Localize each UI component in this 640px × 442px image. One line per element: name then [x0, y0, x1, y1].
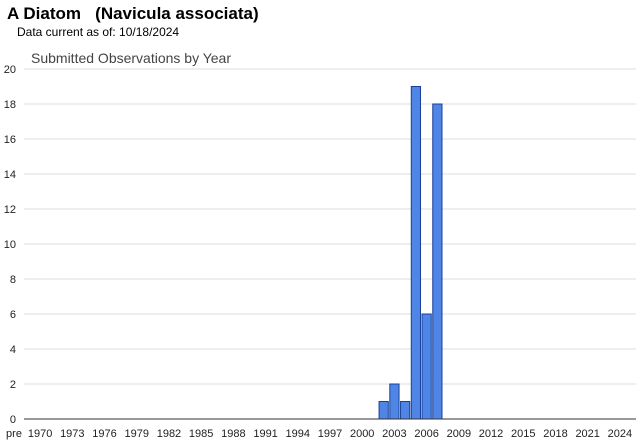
bar: [432, 103, 443, 420]
bar: [421, 313, 432, 420]
x-tick-label: 1985: [189, 428, 213, 440]
x-tick-label: 2021: [575, 428, 599, 440]
x-tick-label: 1994: [286, 428, 310, 440]
y-tick-label: 18: [4, 99, 16, 111]
y-tick-label: 20: [4, 64, 16, 76]
x-tick-label: 1976: [92, 428, 116, 440]
x-tick-label: 2000: [350, 428, 374, 440]
grid-lines: [24, 68, 636, 385]
x-tick-label: 1991: [253, 428, 277, 440]
y-tick-label: 10: [4, 239, 16, 251]
x-tick-label: 2018: [543, 428, 567, 440]
bars: [378, 86, 443, 420]
bar: [389, 383, 400, 420]
y-tick-label: 6: [10, 309, 16, 321]
page-title: A Diatom (Navicula associata): [7, 4, 259, 23]
x-tick-label: 2003: [382, 428, 406, 440]
x-tick-label: pre: [6, 428, 22, 440]
y-axis-ticks: 0 2 4 6 8 10 12 14 16 18 20: [4, 64, 16, 426]
x-tick-label: 1988: [221, 428, 245, 440]
x-tick-label: 2009: [447, 428, 471, 440]
data-current-label: Data current as of: 10/18/2024: [17, 25, 180, 39]
x-tick-label: 2006: [414, 428, 438, 440]
bar: [410, 86, 422, 420]
chart-title: Submitted Observations by Year: [31, 50, 231, 66]
x-tick-label: 1997: [318, 428, 342, 440]
x-tick-label: 1979: [124, 428, 148, 440]
x-tick-label: 1970: [28, 428, 52, 440]
bar: [378, 401, 389, 420]
y-tick-label: 16: [4, 134, 16, 146]
y-tick-label: 8: [10, 274, 16, 286]
bar: [400, 401, 411, 420]
y-tick-label: 2: [10, 379, 16, 391]
x-tick-label: 2015: [511, 428, 535, 440]
y-tick-label: 12: [4, 204, 16, 216]
y-tick-label: 14: [4, 169, 16, 181]
x-tick-label: 1973: [60, 428, 84, 440]
x-tick-label: 2012: [479, 428, 503, 440]
x-tick-label: 2024: [608, 428, 632, 440]
x-axis-ticks: pre 1970 1973 1976 1979 1982 1985 1988 1991 1994 1…: [6, 428, 632, 440]
y-tick-label: 4: [10, 344, 16, 356]
x-tick-label: 1982: [157, 428, 181, 440]
y-tick-label: 0: [10, 414, 16, 426]
